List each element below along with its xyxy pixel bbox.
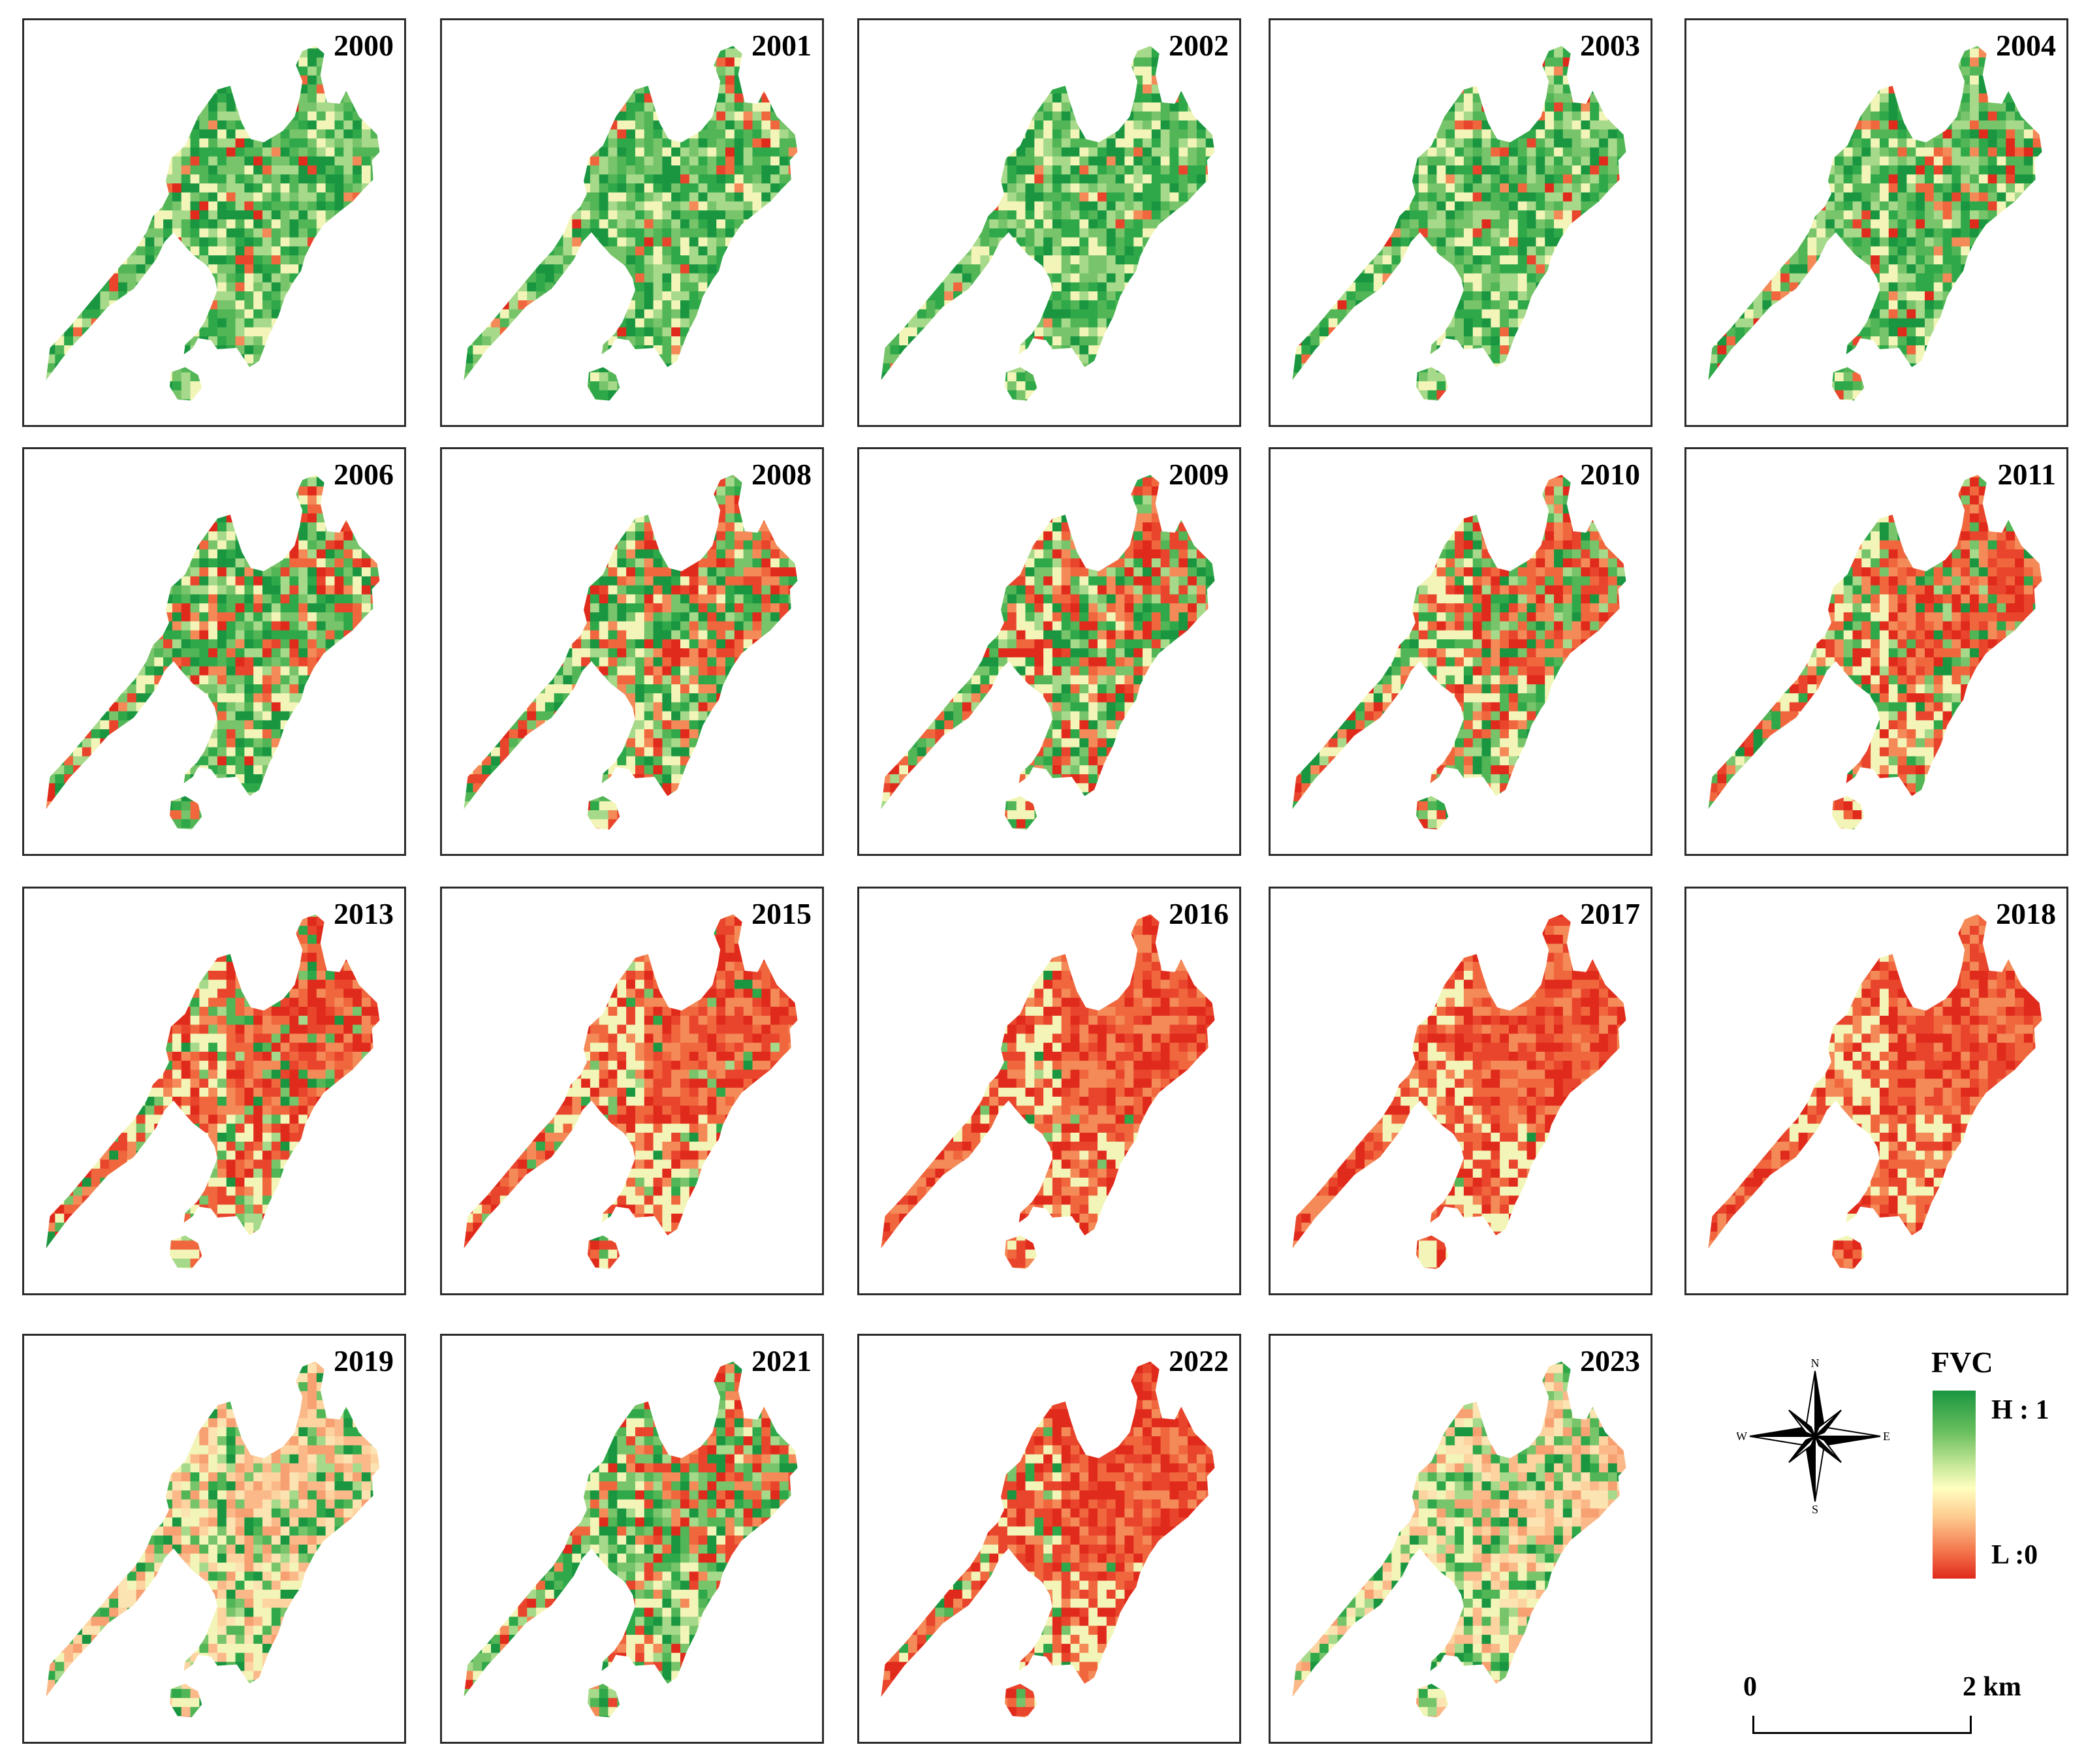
compass-s-label: S	[1812, 1503, 1818, 1515]
scale-bar-start-label: 0	[1743, 1671, 1757, 1703]
panel-year-label: 2004	[1989, 29, 2060, 63]
fvc-raster-map	[464, 475, 798, 830]
panel-year-label: 2010	[1573, 458, 1644, 492]
fvc-raster-map	[1292, 46, 1626, 401]
panel-year-label: 2021	[745, 1345, 815, 1379]
fvc-raster-map	[46, 914, 380, 1269]
fvc-raster-map	[881, 914, 1215, 1269]
fvc-map-panel-2017: 2017	[1269, 887, 1652, 1295]
fvc-raster-map	[46, 46, 380, 401]
panel-year-label: 2001	[745, 29, 815, 63]
fvc-raster-map	[464, 914, 798, 1269]
fvc-map-panel-2002: 2002	[857, 18, 1241, 427]
fvc-raster-map	[1292, 914, 1626, 1269]
legend-color-ramp	[1933, 1391, 1976, 1579]
fvc-raster-map	[1708, 475, 2042, 830]
scale-bar	[1752, 1716, 1972, 1734]
fvc-map-panel-2013: 2013	[22, 887, 406, 1295]
fvc-map-panel-2019: 2019	[22, 1334, 406, 1744]
compass-w-label: W	[1737, 1430, 1747, 1443]
fvc-map-panel-2018: 2018	[1684, 887, 2068, 1295]
fvc-raster-map	[46, 1361, 380, 1718]
fvc-map-panel-2010: 2010	[1269, 447, 1652, 856]
fvc-map-panel-2016: 2016	[857, 887, 1241, 1295]
fvc-map-panel-2009: 2009	[857, 447, 1241, 856]
fvc-map-panel-2004: 2004	[1684, 18, 2068, 427]
panel-year-label: 2000	[327, 29, 398, 63]
fvc-raster-map	[1292, 1361, 1626, 1718]
fvc-map-panel-2001: 2001	[440, 18, 824, 427]
compass-n-label: N	[1811, 1358, 1820, 1370]
fvc-raster-map	[881, 46, 1215, 401]
legend-title: FVC	[1931, 1345, 1993, 1379]
legend-low-label: L :0	[1991, 1539, 2038, 1571]
panel-year-label: 2022	[1162, 1345, 1233, 1379]
fvc-raster-map	[464, 46, 798, 401]
scale-bar-end-label: 2 km	[1963, 1671, 2021, 1703]
north-arrow-compass-icon: N S E W	[1737, 1358, 1890, 1515]
fvc-raster-map	[1708, 46, 2042, 401]
fvc-map-panel-2006: 2006	[22, 447, 406, 856]
fvc-raster-map	[1292, 475, 1626, 830]
panel-year-label: 2023	[1573, 1345, 1644, 1379]
fvc-map-panel-2003: 2003	[1269, 18, 1652, 427]
fvc-raster-map	[1708, 914, 2042, 1269]
fvc-map-panel-2023: 2023	[1269, 1334, 1652, 1744]
fvc-map-panel-2000: 2000	[22, 18, 406, 427]
panel-year-label: 2006	[327, 458, 398, 492]
legend-area: N S E W FVC H : 1 L :0 0 2 km	[1691, 1332, 2083, 1750]
panel-year-label: 2011	[1991, 458, 2060, 492]
panel-year-label: 2018	[1989, 898, 2060, 932]
panel-year-label: 2017	[1573, 898, 1644, 932]
fvc-map-panel-2015: 2015	[440, 887, 824, 1295]
panel-year-label: 2008	[745, 458, 815, 492]
fvc-map-panel-2008: 2008	[440, 447, 824, 856]
fvc-map-panel-2011: 2011	[1684, 447, 2068, 856]
fvc-raster-map	[881, 475, 1215, 830]
panel-year-label: 2013	[327, 898, 398, 932]
panel-year-label: 2003	[1573, 29, 1644, 63]
legend-high-label: H : 1	[1991, 1394, 2049, 1426]
fvc-raster-map	[464, 1361, 798, 1718]
fvc-map-panel-2022: 2022	[857, 1334, 1241, 1744]
panel-year-label: 2002	[1162, 29, 1233, 63]
fvc-map-panel-2021: 2021	[440, 1334, 824, 1744]
panel-year-label: 2015	[745, 898, 815, 932]
compass-e-label: E	[1883, 1430, 1890, 1443]
panel-year-label: 2019	[327, 1345, 398, 1379]
fvc-raster-map	[881, 1361, 1215, 1718]
panel-year-label: 2016	[1162, 898, 1233, 932]
panel-year-label: 2009	[1162, 458, 1233, 492]
fvc-raster-map	[46, 475, 380, 830]
